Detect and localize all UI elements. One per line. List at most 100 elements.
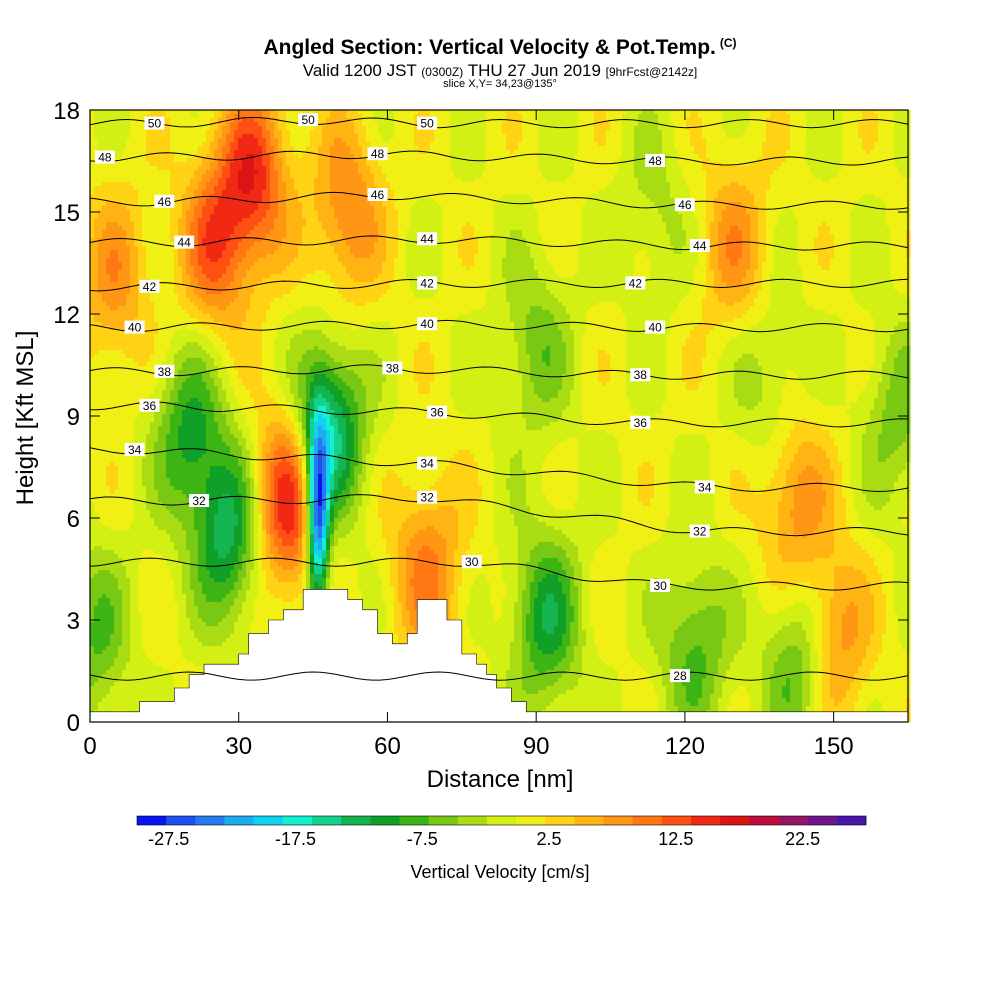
isentrope-label-text: 50 xyxy=(420,117,434,131)
colorbar-swatch xyxy=(283,816,312,825)
isentrope-label: 46 xyxy=(368,188,388,202)
isentrope-label: 30 xyxy=(462,555,482,569)
y-tick-label: 15 xyxy=(53,200,80,227)
colorbar-swatch xyxy=(808,816,837,825)
isentrope-label: 32 xyxy=(690,525,710,539)
y-tick-label: 12 xyxy=(53,302,80,329)
colorbar-swatch xyxy=(749,816,778,825)
isentrope-label: 34 xyxy=(125,443,145,457)
colorbar-swatch xyxy=(691,816,720,825)
colorbar-swatch xyxy=(399,816,428,825)
isentrope-label: 40 xyxy=(125,321,145,335)
isentrope-label: 44 xyxy=(690,239,710,253)
colorbar-swatch xyxy=(604,816,633,825)
colorbar-swatch xyxy=(195,816,224,825)
colorbar-swatch xyxy=(633,816,662,825)
x-tick-label: 60 xyxy=(374,733,401,760)
isentrope-label: 38 xyxy=(630,368,650,382)
isentrope-label-text: 40 xyxy=(648,321,662,335)
colorbar-swatch xyxy=(779,816,808,825)
isentrope-label: 32 xyxy=(189,494,209,508)
colorbar-tick-label: 22.5 xyxy=(785,829,820,849)
isentrope-label: 32 xyxy=(417,491,437,505)
colorbar-swatch xyxy=(254,816,283,825)
isentrope-label: 48 xyxy=(645,154,665,168)
isentrope-label-text: 40 xyxy=(128,321,142,335)
isentrope-label-text: 48 xyxy=(371,147,385,161)
isentrope-label: 44 xyxy=(417,232,437,246)
colorbar-swatch xyxy=(516,816,545,825)
isentrope-label: 46 xyxy=(154,195,174,209)
colorbar-swatch xyxy=(166,816,195,825)
isentrope-label-text: 34 xyxy=(420,457,434,471)
isentrope-label: 38 xyxy=(382,361,402,375)
isentrope-label: 28 xyxy=(670,669,690,683)
isentrope-label-text: 48 xyxy=(648,154,662,168)
isentrope-label-text: 28 xyxy=(673,669,687,683)
isentrope-label: 42 xyxy=(417,276,437,290)
colorbar-swatch xyxy=(429,816,458,825)
isentrope-label-text: 32 xyxy=(192,494,206,508)
isentrope-label: 42 xyxy=(625,276,645,290)
isentrope-label-text: 36 xyxy=(634,416,648,430)
isentrope-label-text: 32 xyxy=(420,491,434,505)
isentrope-label: 30 xyxy=(650,579,670,593)
isentrope-label-text: 30 xyxy=(653,579,667,593)
isentrope-label-text: 44 xyxy=(420,232,434,246)
y-tick-label: 18 xyxy=(53,98,80,125)
x-tick-label: 0 xyxy=(83,733,96,760)
isentrope-label: 36 xyxy=(427,406,447,420)
isentrope-label: 36 xyxy=(630,416,650,430)
colorbar-swatch xyxy=(312,816,341,825)
x-tick-label: 90 xyxy=(523,733,550,760)
colorbar-tick-label: -17.5 xyxy=(275,829,316,849)
isentrope-label: 38 xyxy=(154,365,174,379)
isentrope-label-text: 42 xyxy=(420,276,434,290)
isentrope-label-text: 38 xyxy=(386,361,400,375)
x-axis-label: Distance [nm] xyxy=(0,766,1000,794)
colorbar-label: Vertical Velocity [cm/s] xyxy=(0,862,1000,883)
isentrope-label: 44 xyxy=(174,236,194,250)
y-tick-label: 3 xyxy=(67,608,80,635)
isentrope-label-text: 34 xyxy=(698,480,712,494)
isentrope-label-text: 46 xyxy=(678,198,692,212)
isentrope-label-text: 48 xyxy=(98,151,112,165)
isentrope-label: 34 xyxy=(417,457,437,471)
isentrope-label-text: 50 xyxy=(148,117,162,131)
colorbar-swatch xyxy=(837,816,866,825)
colorbar-swatch xyxy=(574,816,603,825)
isentrope-label: 46 xyxy=(675,198,695,212)
isentrope-label: 50 xyxy=(298,113,318,127)
isentrope-label: 50 xyxy=(417,117,437,131)
isentrope-label-text: 32 xyxy=(693,525,707,539)
isentrope-label: 48 xyxy=(95,151,115,165)
isentrope-label-text: 42 xyxy=(629,276,643,290)
colorbar-tick-label: 2.5 xyxy=(537,829,562,849)
isentrope-label-text: 44 xyxy=(693,239,707,253)
colorbar: -27.5 -17.5 -7.5 2.5 12.5 22.5 xyxy=(137,816,866,849)
y-tick-label: 9 xyxy=(67,404,80,431)
isentrope-label-text: 36 xyxy=(143,399,157,413)
isentrope-label-text: 40 xyxy=(420,317,434,331)
isentrope-label-text: 34 xyxy=(128,443,142,457)
isentrope-label-text: 46 xyxy=(371,188,385,202)
y-axis-label: Height [Kft MSL] xyxy=(12,331,40,506)
isentrope-label-text: 36 xyxy=(430,406,444,420)
colorbar-tick-label: -27.5 xyxy=(148,829,189,849)
isentrope-label-text: 50 xyxy=(301,113,315,127)
isentrope-label: 48 xyxy=(368,147,388,161)
colorbar-swatch xyxy=(341,816,370,825)
isentrope-label: 42 xyxy=(139,280,159,294)
isentrope-label-text: 38 xyxy=(158,365,172,379)
isentrope-label: 40 xyxy=(645,321,665,335)
isentrope-label: 50 xyxy=(144,117,164,131)
x-tick-label: 120 xyxy=(665,733,705,760)
colorbar-swatch xyxy=(662,816,691,825)
cross-section-chart: 28303032 323234343436 363638 38 3840 40 4042 42… xyxy=(0,0,1000,1000)
isentrope-label: 36 xyxy=(139,399,159,413)
colorbar-swatch xyxy=(720,816,749,825)
isentrope-label: 40 xyxy=(417,317,437,331)
y-tick-label: 6 xyxy=(67,506,80,533)
isentrope-label-text: 42 xyxy=(143,280,157,294)
isentrope-label-text: 30 xyxy=(465,555,479,569)
